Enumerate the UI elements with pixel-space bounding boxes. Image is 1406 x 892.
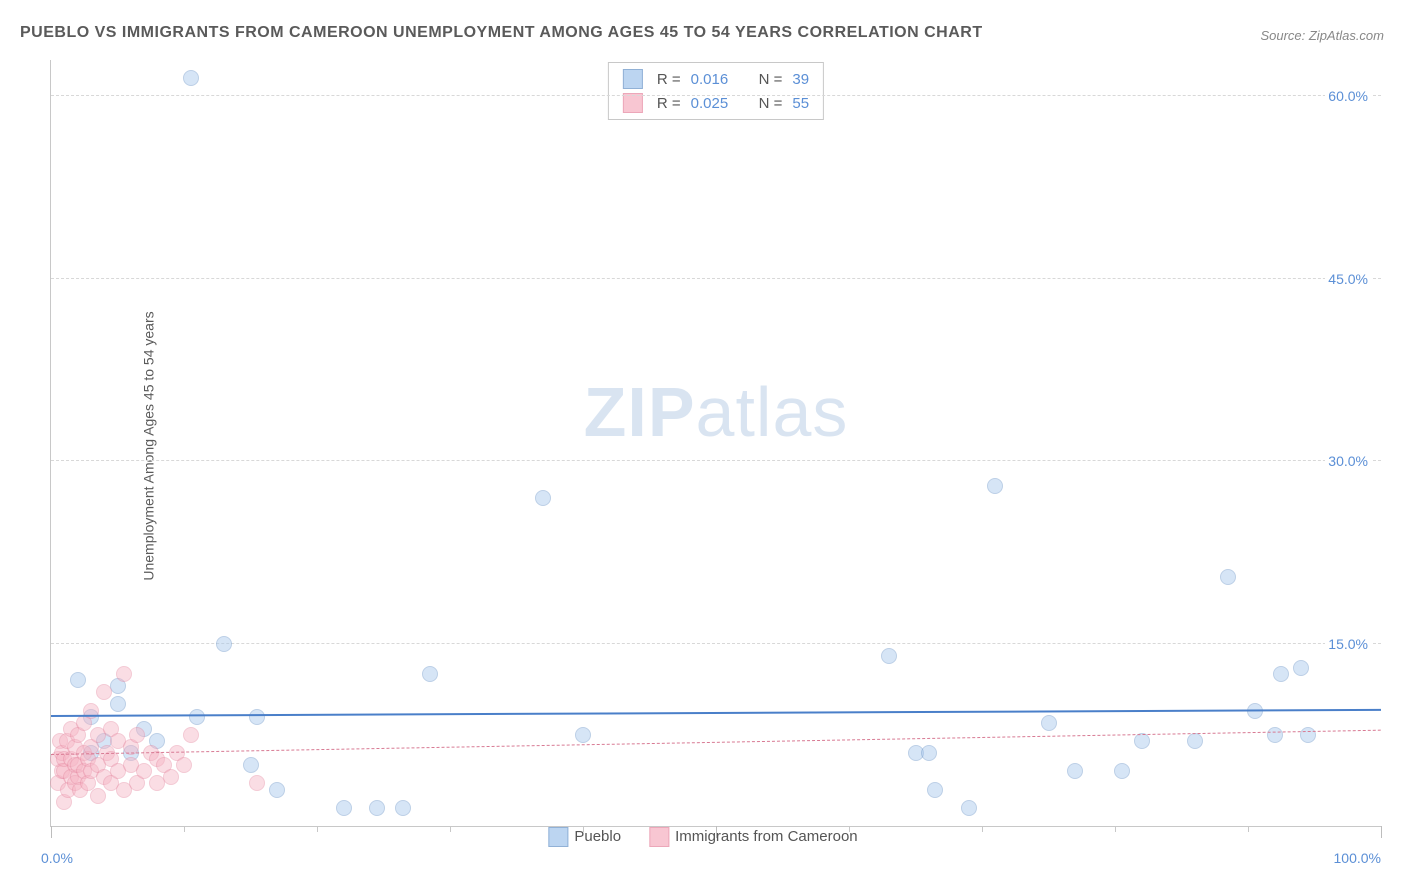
data-point xyxy=(163,769,179,785)
y-tick-label: 30.0% xyxy=(1325,453,1371,469)
source-attribution: Source: ZipAtlas.com xyxy=(1260,28,1384,43)
data-point xyxy=(1134,733,1150,749)
data-point xyxy=(183,70,199,86)
data-point xyxy=(70,672,86,688)
data-point xyxy=(183,727,199,743)
legend-row-pueblo: R = 0.016 N = 39 xyxy=(609,67,823,91)
watermark: ZIPatlas xyxy=(584,372,849,452)
data-point xyxy=(575,727,591,743)
data-point xyxy=(961,800,977,816)
data-point xyxy=(1114,763,1130,779)
data-point xyxy=(395,800,411,816)
data-point xyxy=(927,782,943,798)
gridline xyxy=(51,278,1381,279)
source-link[interactable]: ZipAtlas.com xyxy=(1309,28,1384,43)
data-point xyxy=(249,709,265,725)
data-point xyxy=(881,648,897,664)
x-tick-minor xyxy=(184,826,185,832)
data-point xyxy=(369,800,385,816)
x-tick-major xyxy=(1381,826,1382,838)
data-point xyxy=(1267,727,1283,743)
data-point xyxy=(136,763,152,779)
data-point xyxy=(269,782,285,798)
data-point xyxy=(1220,569,1236,585)
data-point xyxy=(1187,733,1203,749)
data-point xyxy=(96,684,112,700)
correlation-chart: PUEBLO VS IMMIGRANTS FROM CAMEROON UNEMP… xyxy=(0,0,1406,892)
data-point xyxy=(422,666,438,682)
y-tick-label: 45.0% xyxy=(1325,271,1371,287)
data-point xyxy=(243,757,259,773)
x-tick-minor xyxy=(1248,826,1249,832)
gridline xyxy=(51,95,1381,96)
legend-item-cameroon: Immigrants from Cameroon xyxy=(649,827,858,847)
legend-swatch-icon xyxy=(649,827,669,847)
x-tick-minor xyxy=(1115,826,1116,832)
legend-swatch-icon xyxy=(548,827,568,847)
data-point xyxy=(110,696,126,712)
trendline xyxy=(51,730,1381,755)
legend-item-pueblo: Pueblo xyxy=(548,827,621,847)
x-tick-minor xyxy=(450,826,451,832)
data-point xyxy=(176,757,192,773)
data-point xyxy=(1300,727,1316,743)
data-point xyxy=(129,727,145,743)
legend-stats: R = 0.016 N = 39 R = 0.025 N = 55 xyxy=(608,62,824,120)
data-point xyxy=(1041,715,1057,731)
data-point xyxy=(216,636,232,652)
data-point xyxy=(90,788,106,804)
data-point xyxy=(249,775,265,791)
plot-area: ZIPatlas R = 0.016 N = 39 R = 0.025 N = … xyxy=(50,60,1381,827)
legend-series: Pueblo Immigrants from Cameroon xyxy=(548,827,857,847)
gridline xyxy=(51,460,1381,461)
data-point xyxy=(535,490,551,506)
y-tick-label: 60.0% xyxy=(1325,88,1371,104)
x-tick-major xyxy=(51,826,52,838)
data-point xyxy=(116,666,132,682)
data-point xyxy=(987,478,1003,494)
x-axis-max-label: 100.0% xyxy=(1334,850,1381,866)
data-point xyxy=(1273,666,1289,682)
x-tick-minor xyxy=(982,826,983,832)
data-point xyxy=(1293,660,1309,676)
data-point xyxy=(921,745,937,761)
gridline xyxy=(51,643,1381,644)
x-tick-minor xyxy=(317,826,318,832)
data-point xyxy=(1067,763,1083,779)
x-axis-min-label: 0.0% xyxy=(41,850,73,866)
data-point xyxy=(336,800,352,816)
data-point xyxy=(189,709,205,725)
y-tick-label: 15.0% xyxy=(1325,636,1371,652)
chart-title: PUEBLO VS IMMIGRANTS FROM CAMEROON UNEMP… xyxy=(20,24,983,42)
legend-swatch-pueblo xyxy=(623,69,643,89)
